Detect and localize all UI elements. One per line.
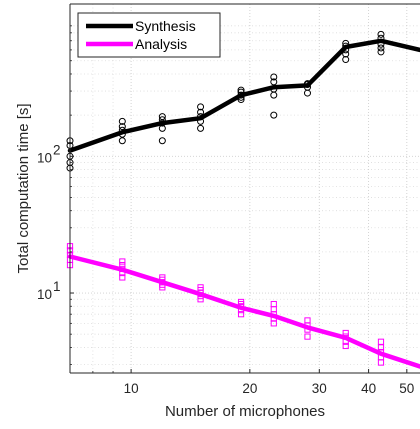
synthesis-sample-marker [270, 73, 278, 81]
y-tick-label-exponent: 1 [53, 279, 61, 294]
x-tick-label: 50 [399, 381, 414, 396]
analysis-sample-marker [197, 284, 204, 291]
minor-grid [70, 4, 420, 373]
y-tick-label: 10 [37, 287, 52, 302]
x-tick-label: 40 [361, 381, 376, 396]
y-tick-label-exponent: 2 [53, 142, 61, 157]
synthesis-sample-marker [270, 111, 278, 119]
x-axis-title: Number of microphones [165, 403, 325, 420]
x-tick-label: 10 [124, 381, 139, 396]
analysis-sample-marker [119, 258, 126, 265]
analysis-sample-marker [270, 300, 277, 308]
synthesis-sample-marker [377, 30, 385, 38]
y-tick-label: 10 [37, 150, 52, 165]
legend-box [77, 12, 221, 58]
synthesis-sample-marker [197, 103, 205, 111]
synthesis-sample-marker [118, 117, 126, 125]
analysis-sample-marker [377, 359, 385, 366]
synthesis-sample-marker [158, 113, 166, 121]
analysis-legend-label: Analysis [135, 36, 187, 52]
x-tick-label: 30 [312, 381, 327, 396]
analysis-line [67, 254, 420, 369]
analysis-sample-marker [237, 311, 245, 318]
analysis-sample-marker [304, 317, 311, 324]
synthesis-sample-marker [270, 91, 278, 99]
analysis-sample-marker [342, 342, 349, 350]
synthesis-sample-marker [342, 50, 350, 58]
analysis-sample-marker [197, 296, 204, 303]
y-axis-title: Total computation time [s] [15, 103, 32, 273]
synthesis-sample-marker [270, 78, 278, 86]
analysis-sample-marker [342, 329, 349, 337]
analysis-sample-marker [304, 333, 311, 340]
x-tick-label: 20 [242, 381, 257, 396]
analysis-sample-marker [237, 298, 245, 306]
analysis-sample-marker [119, 274, 126, 281]
axes [69, 3, 420, 374]
synthesis-sample-marker [158, 137, 166, 145]
synthesis-legend-label: Synthesis [135, 18, 196, 34]
synthesis-sample-marker [197, 108, 205, 116]
synthesis-sample-marker [377, 44, 385, 52]
synthesis-sample-marker [197, 124, 205, 132]
legend[interactable]: Synthesis Analysis [77, 12, 221, 58]
analysis-sample-marker [377, 338, 385, 345]
synthesis-sample-marker [118, 137, 126, 145]
synthesis-sample-marker [118, 123, 126, 131]
synthesis-sample-marker [303, 89, 311, 97]
synthesis-sample-marker [377, 48, 385, 56]
synthesis-line [67, 38, 420, 153]
major-grid [70, 4, 420, 373]
series-layer [66, 30, 420, 369]
